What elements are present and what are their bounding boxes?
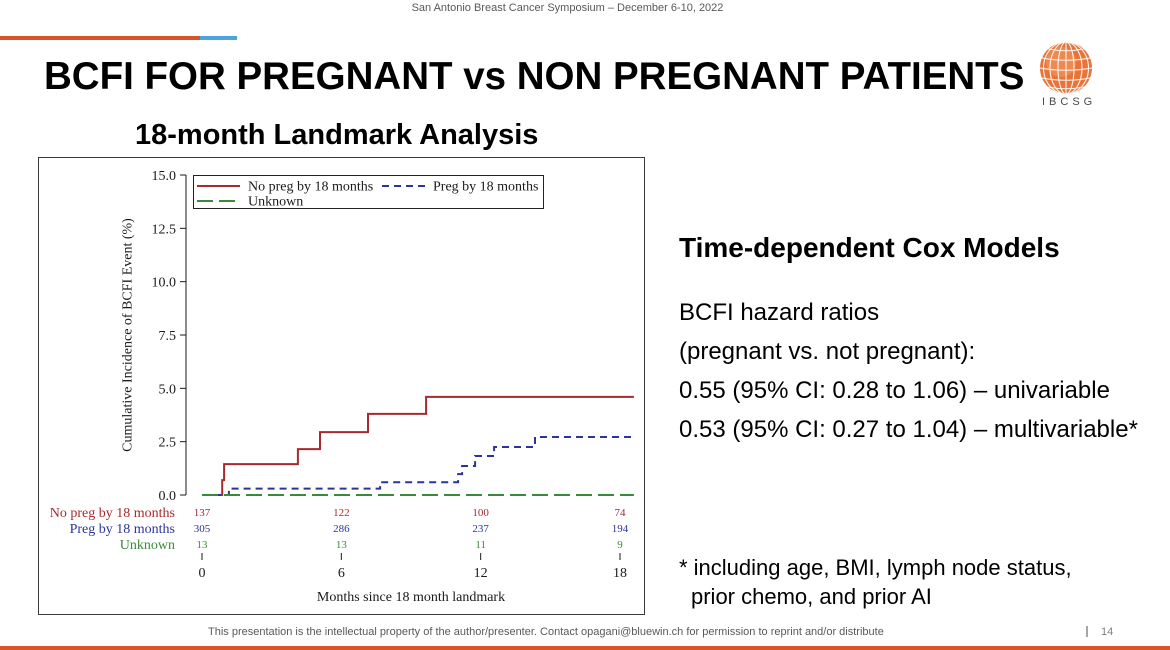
at-risk-count: 13 bbox=[336, 539, 348, 551]
at-risk-count: 9 bbox=[617, 539, 623, 551]
x-tick-label: 12 bbox=[474, 566, 488, 581]
x-tick-label: 0 bbox=[199, 566, 206, 581]
y-tick-label: 2.5 bbox=[159, 436, 177, 451]
y-tick-label: 12.5 bbox=[152, 222, 177, 237]
cox-results: BCFI hazard ratios (pregnant vs. not pre… bbox=[679, 293, 1138, 449]
top-accent-bar-orange bbox=[0, 36, 200, 40]
cumulative-incidence-chart: 0.0 2.5 5.0 7.5 10.0 12.5 15.0 Cumulative Incid… bbox=[38, 157, 645, 615]
bottom-accent-bar bbox=[0, 646, 1170, 650]
legend-box bbox=[193, 175, 544, 209]
at-risk-count: 100 bbox=[472, 507, 489, 519]
y-tick-label: 0.0 bbox=[159, 489, 177, 504]
x-tick-label: 6 bbox=[338, 566, 345, 581]
copyright-disclaimer: This presentation is the intellectual pr… bbox=[208, 626, 884, 638]
page-number: 14 bbox=[1101, 626, 1114, 638]
at-risk-count: 137 bbox=[194, 507, 211, 519]
at-risk-count: 286 bbox=[333, 523, 350, 535]
conference-header: San Antonio Breast Cancer Symposium – De… bbox=[411, 2, 724, 14]
x-axis-title: Months since 18 month landmark bbox=[317, 590, 505, 605]
y-tick-label: 7.5 bbox=[159, 329, 177, 344]
at-risk-count: 11 bbox=[475, 539, 486, 551]
at-risk-row-label: No preg by 18 months bbox=[50, 506, 175, 521]
at-risk-count: 122 bbox=[333, 507, 350, 519]
y-tick-label: 10.0 bbox=[152, 276, 177, 291]
at-risk-count: 74 bbox=[615, 507, 627, 519]
top-accent-bar-blue bbox=[200, 36, 237, 40]
univariable-hazard-ratio: 0.55 (95% CI: 0.28 to 1.06) – univariabl… bbox=[679, 377, 1110, 404]
x-tick-label: 18 bbox=[613, 566, 627, 581]
logo-globe-mesh bbox=[1039, 41, 1093, 95]
footnote: * including age, BMI, lymph node status,… bbox=[679, 553, 1072, 611]
cox-models-heading: Time-dependent Cox Models bbox=[679, 232, 1060, 263]
at-risk-count: 194 bbox=[612, 523, 629, 535]
y-axis-title: Cumulative Incidence of BCFI Event (%) bbox=[121, 218, 136, 452]
legend-label-unknown: Unknown bbox=[248, 195, 303, 210]
hazard-ratio-label: BCFI hazard ratios bbox=[679, 299, 880, 326]
curve-no-preg-by-18-months bbox=[202, 395, 634, 496]
legend-label-no-preg-by-18-months: No preg by 18 months bbox=[248, 180, 373, 195]
at-risk-count: 305 bbox=[194, 523, 211, 535]
at-risk-row-label: Unknown bbox=[120, 538, 175, 553]
y-tick-label: 15.0 bbox=[152, 169, 177, 184]
comparison-label: (pregnant vs. not pregnant): bbox=[679, 338, 976, 365]
chart-title: 18-month Landmark Analysis bbox=[135, 119, 539, 151]
multivariable-hazard-ratio: 0.53 (95% CI: 0.27 to 1.04) – multivaria… bbox=[679, 416, 1138, 443]
footnote-line: * including age, BMI, lymph node status, bbox=[679, 555, 1072, 580]
legend-label-preg-by-18-months: Preg by 18 months bbox=[433, 180, 538, 195]
page-number-separator bbox=[1086, 626, 1088, 637]
at-risk-count: 237 bbox=[472, 523, 489, 535]
globe-logo-icon bbox=[1039, 41, 1093, 95]
chart-frame bbox=[38, 157, 645, 615]
curve-preg-by-18-months bbox=[202, 436, 634, 496]
y-tick-label: 5.0 bbox=[159, 382, 177, 397]
at-risk-count: 13 bbox=[197, 539, 209, 551]
slide-title: BCFI FOR PREGNANT vs NON PREGNANT PATIEN… bbox=[44, 55, 1025, 98]
footnote-line: prior chemo, and prior AI bbox=[691, 584, 932, 609]
logo-text: IBCSG bbox=[1042, 96, 1097, 108]
at-risk-row-label: Preg by 18 months bbox=[70, 522, 175, 537]
